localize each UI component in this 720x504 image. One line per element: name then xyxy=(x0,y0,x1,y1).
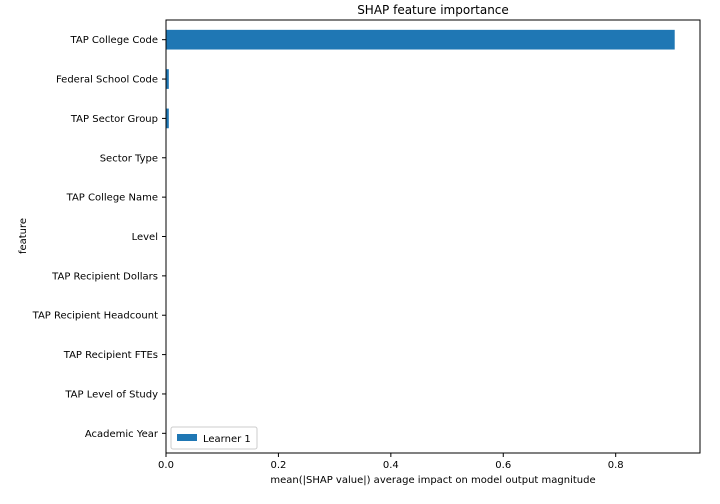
y-tick-label: TAP College Name xyxy=(66,193,158,204)
y-tick-label: TAP Recipient Dollars xyxy=(51,271,158,282)
y-tick-label: TAP Level of Study xyxy=(64,389,158,400)
legend: Learner 1 xyxy=(170,426,258,450)
y-axis-label: feature xyxy=(18,218,29,254)
y-tick-label: Academic Year xyxy=(85,429,159,440)
plot-frame xyxy=(165,19,701,454)
legend-frame xyxy=(170,426,258,450)
y-tick-label: Level xyxy=(132,232,158,243)
x-tick-label: 0.6 xyxy=(495,460,511,471)
legend-label-learner-1: Learner 1 xyxy=(203,434,251,445)
bars-group xyxy=(166,29,675,444)
x-tick-label: 0.4 xyxy=(383,460,399,471)
y-tick-label: Sector Type xyxy=(100,153,158,164)
chart-title: SHAP feature importance xyxy=(357,3,509,17)
y-tick-label: TAP Recipient FTEs xyxy=(63,350,158,361)
y-tick-label: TAP Sector Group xyxy=(70,114,158,125)
x-tick-label: 0.2 xyxy=(270,460,286,471)
y-tick-label: TAP College Code xyxy=(70,35,158,46)
x-ticks-group: 0.0 0.2 0.4 0.6 0.8 xyxy=(158,453,624,471)
y-tick-label: Federal School Code xyxy=(56,75,158,86)
bar-tap-college-code xyxy=(166,29,675,50)
y-ticks-group: TAP College Code Federal School Code TAP S… xyxy=(32,35,166,440)
x-tick-label: 0.8 xyxy=(608,460,624,471)
bar-federal-school-code xyxy=(166,69,169,89)
legend-swatch-learner-1 xyxy=(177,434,197,441)
x-axis-label: mean(|SHAP value|) average impact on mod… xyxy=(270,475,595,486)
bar-tap-sector-group xyxy=(166,108,169,129)
y-tick-label: TAP Recipient Headcount xyxy=(32,311,158,322)
x-tick-label: 0.0 xyxy=(158,460,174,471)
